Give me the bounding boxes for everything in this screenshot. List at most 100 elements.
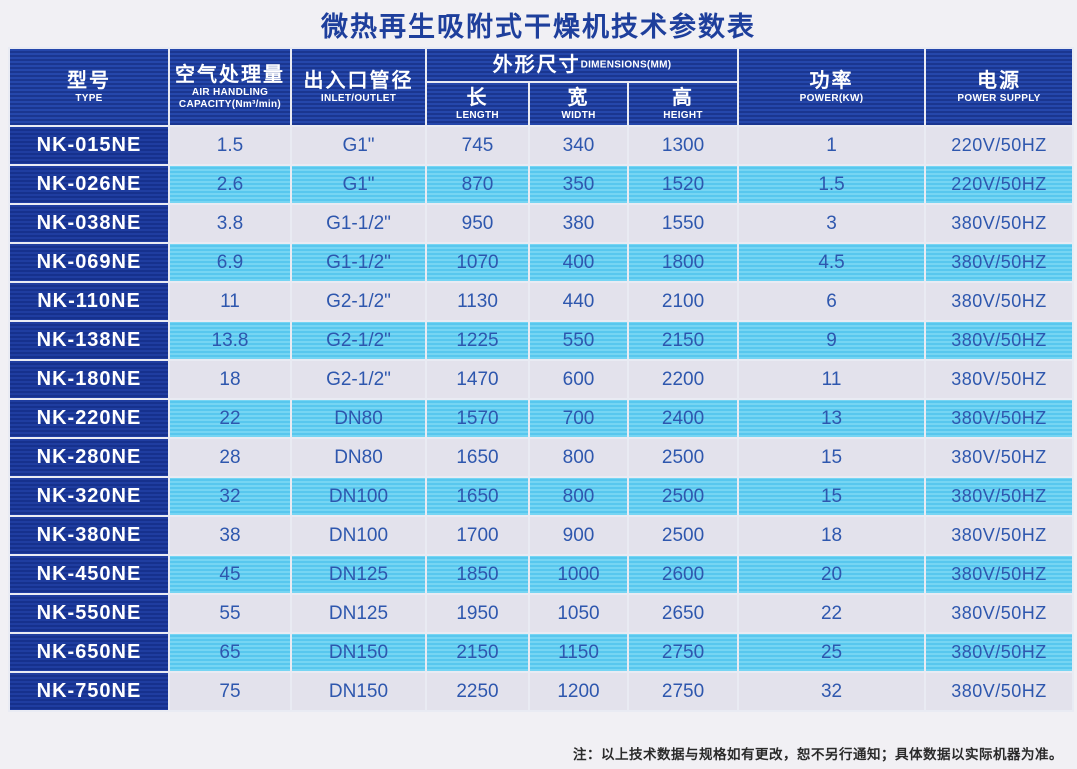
cell-pipe: DN150: [290, 671, 427, 712]
col-header-inlet-outlet: 出入口管径 INLET/OUTLET: [290, 47, 427, 127]
cell-pipe: G1": [290, 125, 427, 166]
cell-height: 1800: [626, 242, 740, 283]
table-row: NK-069NE 6.9 G1-1/2" 1070 400 1800 4.5 380V/50H…: [8, 242, 1075, 283]
spec-table: 型号 TYPE 空气处理量 AIR HANDLING CAPACITY(Nm³/…: [8, 47, 1075, 712]
col-header-inlet-en: INLET/OUTLET: [320, 93, 397, 104]
cell-capacity: 38: [168, 515, 292, 556]
col-header-capacity-en-2: CAPACITY(Nm³/min): [178, 99, 282, 110]
cell-height: 2750: [626, 632, 740, 673]
cell-length: 1650: [425, 437, 530, 478]
cell-pipe: G2-1/2": [290, 281, 427, 322]
table-row: NK-138NE 13.8 G2-1/2" 1225 550 2150 9 380V/50HZ: [8, 320, 1075, 361]
cell-pipe: DN100: [290, 476, 427, 517]
col-header-height-zh: 高: [672, 87, 695, 109]
cell-capacity: 3.8: [168, 203, 292, 244]
table-row: NK-450NE 45 DN125 1850 1000 2600 20 380V/50HZ: [8, 554, 1075, 595]
cell-pipe: G1-1/2": [290, 203, 427, 244]
col-header-power-en: POWER(KW): [799, 93, 864, 104]
cell-model: NK-280NE: [8, 437, 170, 478]
col-header-supply-zh: 电源: [977, 70, 1022, 92]
table-row: NK-550NE 55 DN125 1950 1050 2650 22 380V/50HZ: [8, 593, 1075, 634]
cell-power: 18: [737, 515, 927, 556]
cell-width: 550: [528, 320, 629, 361]
cell-length: 1650: [425, 476, 530, 517]
table-row: NK-220NE 22 DN80 1570 700 2400 13 380V/50HZ: [8, 398, 1075, 439]
cell-supply: 380V/50HZ: [924, 554, 1075, 595]
cell-supply: 380V/50HZ: [924, 242, 1075, 283]
cell-height: 2500: [626, 437, 740, 478]
table-header: 型号 TYPE 空气处理量 AIR HANDLING CAPACITY(Nm³/…: [8, 47, 1075, 127]
cell-supply: 380V/50HZ: [924, 476, 1075, 517]
col-header-length: 长 LENGTH: [425, 81, 530, 127]
cell-capacity: 22: [168, 398, 292, 439]
col-header-dimensions-en: DIMENSIONS(MM): [580, 59, 672, 71]
cell-supply: 380V/50HZ: [924, 281, 1075, 322]
col-header-power-supply: 电源 POWER SUPPLY: [924, 47, 1075, 127]
cell-width: 380: [528, 203, 629, 244]
cell-length: 1570: [425, 398, 530, 439]
col-header-power-zh: 功率: [809, 70, 854, 92]
cell-width: 1000: [528, 554, 629, 595]
col-header-length-zh: 长: [466, 87, 489, 109]
cell-capacity: 55: [168, 593, 292, 634]
col-header-power: 功率 POWER(KW): [737, 47, 927, 127]
cell-model: NK-380NE: [8, 515, 170, 556]
cell-length: 950: [425, 203, 530, 244]
cell-supply: 380V/50HZ: [924, 320, 1075, 361]
cell-power: 3: [737, 203, 927, 244]
col-header-width-zh: 宽: [567, 87, 590, 109]
cell-height: 2150: [626, 320, 740, 361]
cell-supply: 380V/50HZ: [924, 632, 1075, 673]
cell-length: 745: [425, 125, 530, 166]
cell-width: 350: [528, 164, 629, 205]
table-row: NK-750NE 75 DN150 2250 1200 2750 32 380V/50HZ: [8, 671, 1075, 712]
table-row: NK-026NE 2.6 G1" 870 350 1520 1.5 220V/50HZ: [8, 164, 1075, 205]
cell-model: NK-069NE: [8, 242, 170, 283]
cell-power: 32: [737, 671, 927, 712]
cell-power: 22: [737, 593, 927, 634]
col-header-dimensions: 外形尺寸DIMENSIONS(MM): [424, 47, 740, 83]
cell-length: 1700: [425, 515, 530, 556]
col-header-supply-en: POWER SUPPLY: [957, 93, 1041, 104]
cell-model: NK-750NE: [8, 671, 170, 712]
cell-capacity: 75: [168, 671, 292, 712]
cell-power: 4.5: [737, 242, 927, 283]
cell-pipe: DN100: [290, 515, 427, 556]
col-header-capacity-en-1: AIR HANDLING: [191, 87, 269, 98]
table-row: NK-110NE 11 G2-1/2" 1130 440 2100 6 380V/50HZ: [8, 281, 1075, 322]
cell-model: NK-038NE: [8, 203, 170, 244]
cell-supply: 380V/50HZ: [924, 437, 1075, 478]
cell-power: 15: [737, 437, 927, 478]
cell-height: 1520: [626, 164, 740, 205]
cell-pipe: DN125: [290, 593, 427, 634]
cell-height: 2600: [626, 554, 740, 595]
cell-supply: 380V/50HZ: [924, 398, 1075, 439]
cell-width: 1200: [528, 671, 629, 712]
cell-capacity: 2.6: [168, 164, 292, 205]
cell-power: 9: [737, 320, 927, 361]
col-header-dimensions-zh: 外形尺寸: [492, 54, 581, 76]
cell-capacity: 45: [168, 554, 292, 595]
cell-model: NK-138NE: [8, 320, 170, 361]
cell-height: 2650: [626, 593, 740, 634]
cell-model: NK-650NE: [8, 632, 170, 673]
table-row: NK-380NE 38 DN100 1700 900 2500 18 380V/50HZ: [8, 515, 1075, 556]
cell-model: NK-026NE: [8, 164, 170, 205]
cell-power: 25: [737, 632, 927, 673]
cell-power: 13: [737, 398, 927, 439]
cell-capacity: 28: [168, 437, 292, 478]
col-header-model-en: TYPE: [75, 93, 103, 104]
col-header-width-en: WIDTH: [561, 110, 596, 121]
cell-capacity: 32: [168, 476, 292, 517]
cell-supply: 380V/50HZ: [924, 593, 1075, 634]
col-header-model: 型号 TYPE: [8, 47, 170, 127]
table-row: NK-650NE 65 DN150 2150 1150 2750 25 380V/50HZ: [8, 632, 1075, 673]
cell-capacity: 13.8: [168, 320, 292, 361]
cell-height: 1300: [626, 125, 740, 166]
cell-model: NK-180NE: [8, 359, 170, 400]
cell-height: 2400: [626, 398, 740, 439]
cell-pipe: G1": [290, 164, 427, 205]
cell-length: 2150: [425, 632, 530, 673]
cell-pipe: DN150: [290, 632, 427, 673]
table-row: NK-320NE 32 DN100 1650 800 2500 15 380V/50HZ: [8, 476, 1075, 517]
